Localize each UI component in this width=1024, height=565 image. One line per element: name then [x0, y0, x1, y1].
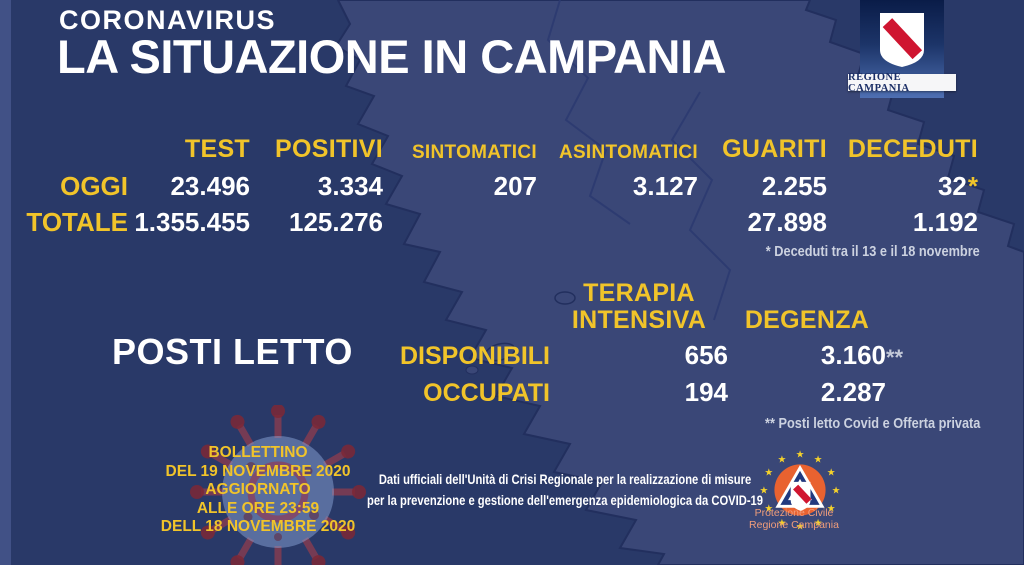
svg-text:★: ★	[814, 454, 823, 465]
bulletin-info: BOLLETTINO DEL 19 NOVEMBRE 2020 AGGIORNA…	[146, 444, 370, 537]
svg-text:★: ★	[814, 518, 823, 529]
disponibili-degenza-value: 3.160	[820, 340, 886, 370]
svg-text:★: ★	[764, 467, 773, 478]
stats-table: TEST POSITIVI SINTOMATICI ASINTOMATICI G…	[0, 130, 978, 240]
bulletin-line: BOLLETTINO	[208, 444, 308, 461]
bulletin-line: AGGIORNATO	[205, 481, 311, 498]
deceduti-footnote: * Deceduti tra il 13 e il 18 novembre	[765, 243, 980, 260]
svg-text:★: ★	[827, 467, 836, 478]
svg-text:★: ★	[832, 485, 841, 496]
oggi-test: 23.496	[170, 171, 250, 201]
svg-text:★: ★	[778, 454, 787, 465]
regione-campania-label: REGIONE CAMPANIA	[848, 72, 956, 94]
totale-guariti: 27.898	[747, 207, 827, 237]
disclaimer-line: per la prevenzione e gestione dell'emerg…	[366, 492, 764, 508]
oggi-sintomatici: 207	[493, 171, 537, 201]
protezione-civile-label: Protezione Civile Regione Campania	[738, 507, 850, 531]
row-label-disponibili: DISPONIBILI	[399, 342, 550, 370]
svg-text:★: ★	[778, 518, 787, 529]
disponibili-terapia-intensiva: 656	[684, 340, 728, 370]
intensiva-line: INTENSIVA	[571, 306, 707, 334]
regione-campania-shield-icon	[879, 12, 925, 68]
totale-sintomatici	[383, 204, 537, 240]
protezione-civile-icon: ★ ★ ★ ★ ★ ★ ★ ★ ★ ★ ★ ★	[760, 449, 841, 533]
occupati-degenza: 2.287	[820, 377, 886, 407]
bulletin-line: DELL 18 NOVEMBRE 2020	[160, 518, 356, 535]
oggi-guariti: 2.255	[761, 171, 827, 201]
virus-icon	[190, 405, 366, 565]
deceduti-footnote-marker: *	[967, 171, 978, 201]
bulletin-line: DEL 19 NOVEMBRE 2020	[165, 462, 351, 480]
beds-table: TERAPIA INTENSIVA DEGENZA DISPONIBILI 65…	[0, 276, 903, 410]
page-title: LA SITUAZIONE IN CAMPANIA	[57, 30, 726, 83]
official-data-disclaimer: Dati ufficiali dell'Unità di Crisi Regio…	[361, 469, 769, 511]
beds-corner-cell	[0, 276, 550, 334]
col-header-asintomatici: ASINTOMATICI	[558, 142, 698, 163]
col-header-sintomatici: SINTOMATICI	[411, 142, 537, 163]
disclaimer-line: Dati ufficiali dell'Unità di Crisi Regio…	[378, 471, 752, 487]
oggi-deceduti-value: 32	[937, 171, 967, 201]
beds-footnote: ** Posti letto Covid e Offerta privata	[764, 415, 980, 432]
svg-text:★: ★	[796, 522, 805, 533]
svg-text:★: ★	[760, 485, 769, 496]
occupati-terapia-intensiva: 194	[684, 377, 728, 407]
degenza-line: DEGENZA	[744, 306, 870, 334]
col-header-deceduti: DECEDUTI	[847, 135, 978, 163]
col-header-positivi: POSITIVI	[275, 135, 383, 163]
svg-text:★: ★	[764, 504, 773, 515]
totale-positivi: 125.276	[289, 207, 383, 237]
oggi-deceduti: 32 *	[827, 166, 978, 204]
row-label-occupati: OCCUPATI	[423, 379, 550, 407]
disponibili-degenza: 3.160**	[728, 334, 903, 373]
beds-section-title: POSTI LETTO	[112, 331, 353, 372]
svg-text:★: ★	[796, 449, 805, 460]
page-kicker: CORONAVIRUS	[59, 5, 277, 35]
left-edge-strip	[0, 0, 11, 565]
totale-deceduti: 1.192	[912, 207, 978, 237]
pc-label-line: Protezione Civile	[754, 507, 834, 519]
oggi-positivi: 3.334	[317, 171, 383, 201]
pc-label-line: Regione Campania	[749, 518, 839, 531]
bulletin-line: ALLE ORE 23:59	[196, 499, 320, 517]
col-header-degenza: DEGENZA	[728, 276, 886, 334]
col-header-test: TEST	[184, 135, 250, 163]
stats-corner-cell	[0, 130, 128, 166]
terapia-line: TERAPIA	[583, 279, 695, 307]
totale-asintomatici	[537, 204, 698, 240]
svg-text:★: ★	[827, 504, 836, 515]
row-label-totale: TOTALE	[26, 207, 128, 237]
row-label-oggi: OGGI	[60, 171, 128, 201]
oggi-asintomatici: 3.127	[632, 171, 698, 201]
col-header-terapia-intensiva: TERAPIA INTENSIVA	[550, 276, 728, 334]
col-header-guariti: GUARITI	[722, 135, 827, 163]
totale-test: 1.355.455	[134, 207, 250, 237]
